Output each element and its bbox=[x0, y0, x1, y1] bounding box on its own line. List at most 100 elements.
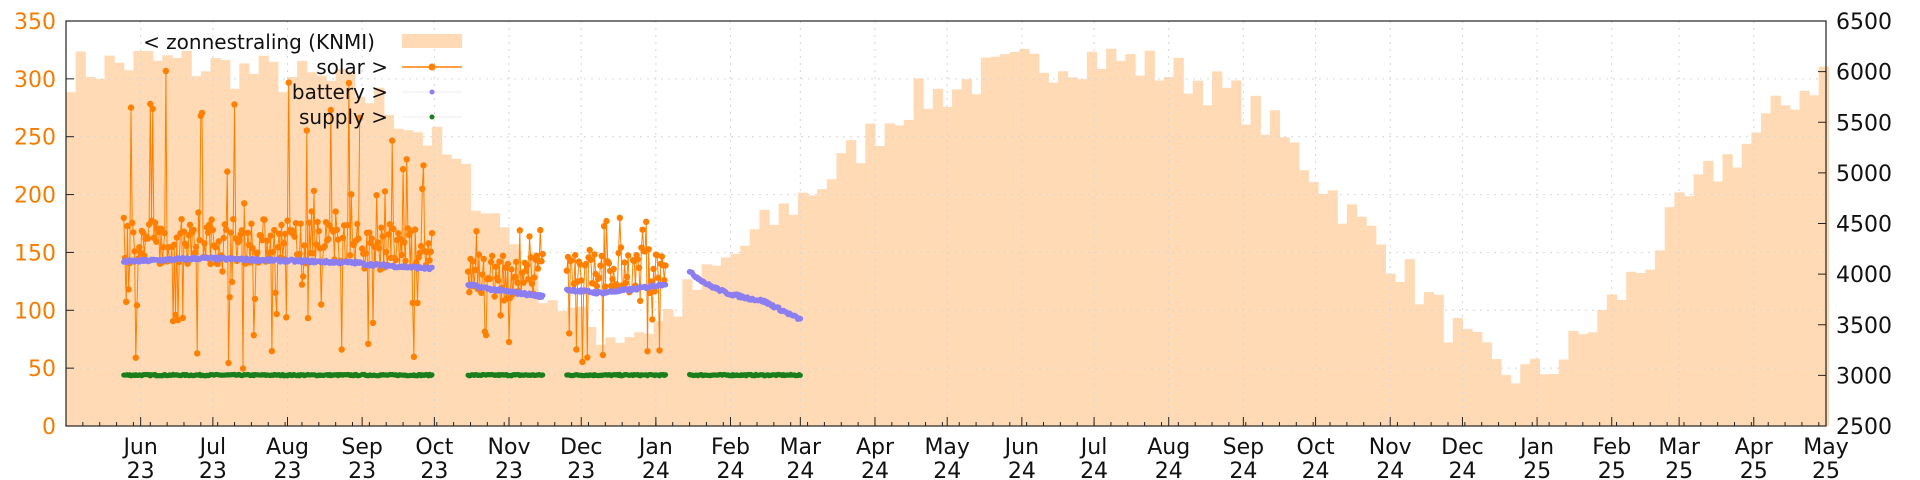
legend-swatch-zonnestraling bbox=[402, 34, 462, 48]
solar-point bbox=[371, 243, 378, 250]
zonnestraling-bar bbox=[1395, 282, 1406, 426]
solar-point bbox=[208, 216, 215, 223]
solar-point bbox=[162, 67, 170, 75]
tick-right-label: 3500 bbox=[1836, 314, 1892, 339]
solar-point bbox=[504, 260, 511, 268]
solar-point bbox=[526, 233, 533, 240]
solar-point bbox=[609, 276, 616, 283]
solar-point bbox=[254, 249, 261, 256]
solar-point bbox=[345, 79, 353, 87]
solar-point bbox=[531, 274, 538, 281]
solar-point bbox=[278, 221, 285, 229]
solar-point bbox=[602, 283, 609, 290]
solar-point bbox=[645, 246, 652, 253]
solar-point bbox=[534, 265, 542, 272]
zonnestraling-bar bbox=[1231, 80, 1242, 426]
zonnestraling-bar bbox=[306, 72, 317, 426]
tick-left-label: 50 bbox=[28, 357, 56, 382]
solar-point bbox=[169, 317, 177, 325]
solar-point bbox=[419, 185, 426, 192]
solar-point bbox=[584, 354, 591, 361]
solar-point bbox=[491, 293, 498, 300]
tick-x-year: 24 bbox=[933, 459, 961, 480]
zonnestraling-bar bbox=[971, 94, 982, 426]
zonnestraling-bar bbox=[874, 145, 886, 427]
solar-point bbox=[139, 229, 147, 236]
zonnestraling-bar bbox=[740, 245, 751, 426]
tick-right-label: 6000 bbox=[1836, 61, 1892, 86]
solar-point bbox=[520, 279, 527, 286]
zonnestraling-bar bbox=[759, 209, 770, 426]
solar-point bbox=[492, 263, 499, 270]
solar-point bbox=[248, 220, 255, 227]
zonnestraling-bar bbox=[701, 264, 712, 426]
solar-point bbox=[358, 245, 366, 252]
solar-point bbox=[385, 231, 392, 238]
legend-label-supply: supply > bbox=[299, 105, 388, 129]
solar-point bbox=[191, 249, 198, 256]
solar-point bbox=[425, 240, 432, 247]
zonnestraling-bar bbox=[566, 307, 578, 426]
zonnestraling-bar bbox=[1375, 244, 1386, 426]
solar-point bbox=[271, 226, 278, 234]
zonnestraling-bar bbox=[239, 63, 250, 426]
zonnestraling-bar bbox=[1414, 304, 1425, 426]
zonnestraling-bar bbox=[1443, 342, 1454, 426]
tick-right-label: 5000 bbox=[1836, 162, 1892, 187]
zonnestraling-bar bbox=[1693, 174, 1704, 426]
solar-point bbox=[582, 260, 590, 268]
solar-point bbox=[228, 278, 236, 286]
zonnestraling-bar bbox=[1616, 299, 1627, 426]
tick-x-year: 23 bbox=[127, 459, 155, 480]
solar-point bbox=[525, 276, 532, 283]
solar-point bbox=[539, 250, 546, 258]
tick-x-month: Feb bbox=[711, 435, 750, 460]
solar-point bbox=[426, 257, 433, 264]
solar-point bbox=[239, 365, 247, 372]
solar-point bbox=[472, 266, 479, 274]
solar-point bbox=[250, 332, 257, 339]
zonnestraling-bar bbox=[1462, 328, 1473, 426]
solar-point bbox=[522, 267, 530, 274]
solar-point bbox=[221, 221, 229, 228]
solar-point bbox=[298, 281, 306, 288]
zonnestraling-bar bbox=[1269, 110, 1281, 427]
tick-x-year: 24 bbox=[1448, 459, 1476, 480]
solar-point bbox=[634, 256, 641, 263]
zonnestraling-bar bbox=[451, 158, 462, 427]
solar-point bbox=[475, 251, 483, 258]
solar-point bbox=[365, 340, 372, 348]
zonnestraling-bar bbox=[1539, 374, 1550, 426]
solar-point bbox=[374, 239, 381, 246]
solar-point bbox=[511, 273, 519, 280]
tick-x-month: Jan bbox=[637, 435, 673, 460]
tick-x-year: 23 bbox=[420, 459, 448, 480]
axes-layer: 0 50 100 150 200 250 300 350 2500 3000 3500 4000 450… bbox=[14, 10, 1892, 480]
solar-point bbox=[605, 260, 613, 267]
tick-x-month: Sep bbox=[1223, 435, 1264, 460]
solar-point bbox=[489, 252, 496, 260]
solar-point bbox=[354, 220, 361, 228]
zonnestraling-bar bbox=[1500, 374, 1512, 426]
solar-point bbox=[389, 137, 396, 144]
solar-point bbox=[220, 234, 227, 242]
zonnestraling-bar bbox=[1240, 124, 1252, 426]
solar-point bbox=[283, 314, 290, 321]
zonnestraling-bar bbox=[576, 306, 587, 426]
tick-left-label: 250 bbox=[14, 126, 56, 151]
solar-point bbox=[344, 221, 351, 229]
solar-point bbox=[327, 106, 334, 114]
solar-point bbox=[593, 283, 601, 290]
tick-right-label: 4500 bbox=[1836, 213, 1892, 238]
zonnestraling-bar bbox=[1818, 66, 1830, 427]
solar-point bbox=[190, 226, 197, 234]
solar-point bbox=[259, 236, 266, 244]
solar-point bbox=[662, 262, 669, 269]
tick-x-month: May bbox=[1803, 435, 1848, 460]
tick-x-month: May bbox=[924, 435, 969, 460]
zonnestraling-bar bbox=[1578, 334, 1589, 426]
solar-point bbox=[183, 242, 190, 250]
solar-point bbox=[401, 239, 408, 246]
solar-point bbox=[151, 219, 159, 226]
solar-point bbox=[527, 254, 534, 261]
